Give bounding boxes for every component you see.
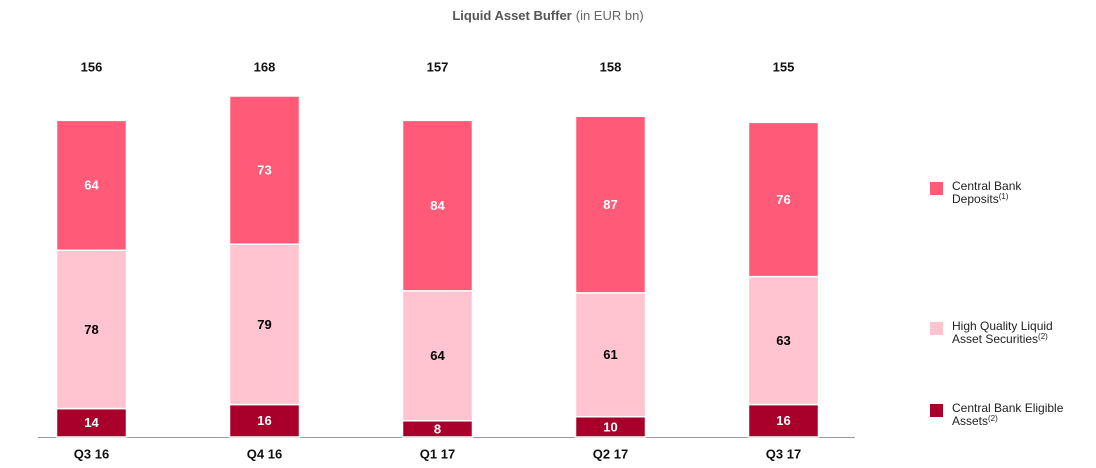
legend-note: (2)	[988, 414, 998, 423]
chart-title-group: Liquid Asset Buffer (in EUR bn)	[452, 8, 643, 23]
legend-swatch	[930, 322, 943, 335]
legend-text: Central Bank Eligible Assets(2)	[952, 402, 1072, 428]
data-label: 64	[430, 348, 445, 363]
data-label: 16	[257, 413, 271, 428]
data-label: 73	[257, 163, 271, 178]
bar-segment	[228, 243, 301, 406]
bar-segment	[401, 119, 474, 292]
bar-segment	[574, 115, 647, 294]
data-label: 78	[84, 322, 98, 337]
legend-swatch	[930, 182, 943, 195]
chart-subtitle: (in EUR bn)	[576, 8, 644, 23]
bar-segment	[55, 119, 128, 252]
legend-label: Central Bank Deposits	[952, 179, 1022, 206]
data-label: 16	[776, 413, 790, 428]
bar-segment	[401, 290, 474, 422]
data-label: 63	[776, 333, 790, 348]
data-label: 84	[430, 198, 445, 213]
x-tick-label: Q3 17	[766, 446, 801, 461]
legend-text: Central Bank Deposits(1)	[952, 180, 1072, 206]
bar-segment	[55, 407, 128, 438]
bar-segment	[228, 95, 301, 245]
x-tick-label: Q1 17	[420, 446, 455, 461]
legend-note: (1)	[998, 192, 1009, 201]
data-label: 76	[776, 192, 790, 207]
legend-note: (2)	[1038, 332, 1048, 341]
x-tick-label: Q3 16	[74, 446, 109, 461]
data-label: 10	[603, 419, 617, 434]
legend-label: High Quality Liquid Asset Securities	[952, 319, 1053, 346]
data-label: 8	[434, 421, 441, 436]
data-label: 87	[603, 197, 617, 212]
x-tick-label: Q2 17	[593, 446, 628, 461]
total-label: 157	[427, 59, 449, 74]
legend-text: High Quality Liquid Asset Securities(2)	[952, 320, 1072, 346]
bar-segment	[574, 292, 647, 418]
total-label: 155	[773, 59, 795, 74]
x-tick-label: Q4 16	[247, 446, 282, 461]
total-label: 156	[81, 59, 103, 74]
data-label: 64	[84, 178, 99, 193]
bar-segment	[55, 249, 128, 410]
bar-segment	[747, 403, 820, 438]
legend-swatch	[930, 404, 943, 417]
legend-label: Central Bank Eligible Assets	[952, 401, 1064, 428]
bar-segment	[228, 403, 301, 438]
data-label: 61	[603, 347, 617, 362]
data-label: 79	[257, 317, 271, 332]
total-label: 158	[600, 59, 622, 74]
bar-segment	[747, 121, 820, 278]
bar-segment	[747, 275, 820, 406]
chart-title: Liquid Asset Buffer	[452, 8, 571, 23]
total-label: 168	[254, 59, 276, 74]
data-label: 14	[84, 415, 99, 430]
